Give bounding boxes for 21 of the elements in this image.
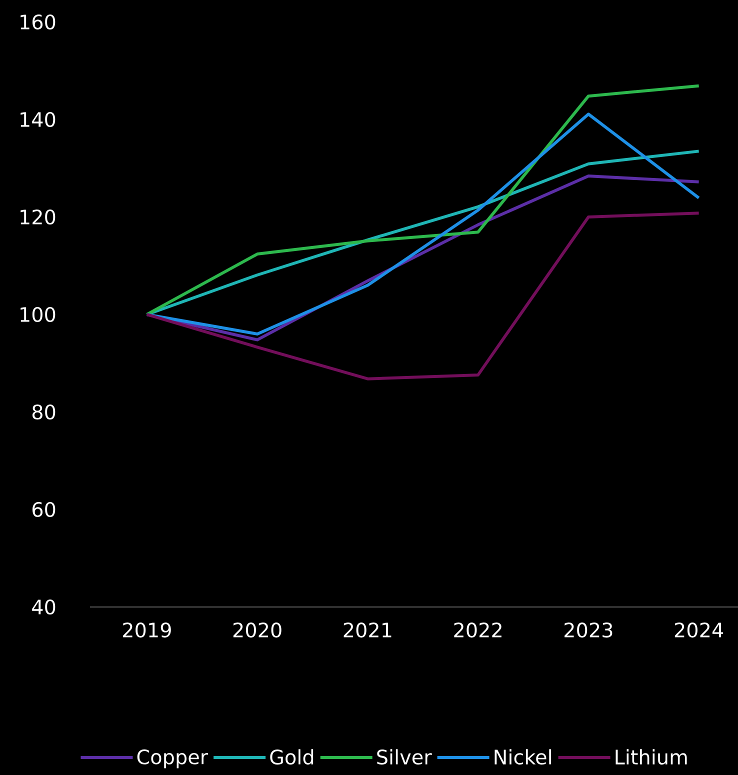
line-series (145, 212, 700, 380)
legend-label: Lithium (616, 749, 687, 765)
x-tick-label: 2019 (123, 622, 171, 638)
y-tick-label: 100 (20, 306, 56, 322)
legend-label: Silver (377, 749, 432, 765)
x-tick-label: 2022 (454, 622, 502, 638)
y-tick-label: 120 (20, 209, 56, 225)
x-tick-label: 2024 (674, 622, 724, 638)
legend-label: Nickel (494, 749, 551, 765)
line-series (145, 84, 700, 316)
legend-label: Copper (137, 749, 208, 768)
x-tick-label: 2021 (344, 622, 392, 638)
x-tick-label: 2020 (233, 622, 282, 638)
x-tick-label: 2023 (564, 622, 612, 638)
legend-label: Gold (270, 749, 314, 765)
line-series (145, 112, 700, 336)
y-tick-label: 140 (20, 112, 56, 128)
y-tick-label: 80 (32, 404, 56, 420)
y-tick-label: 160 (20, 14, 56, 30)
y-tick-label: 40 (32, 599, 56, 615)
y-tick-label: 60 (32, 502, 56, 518)
